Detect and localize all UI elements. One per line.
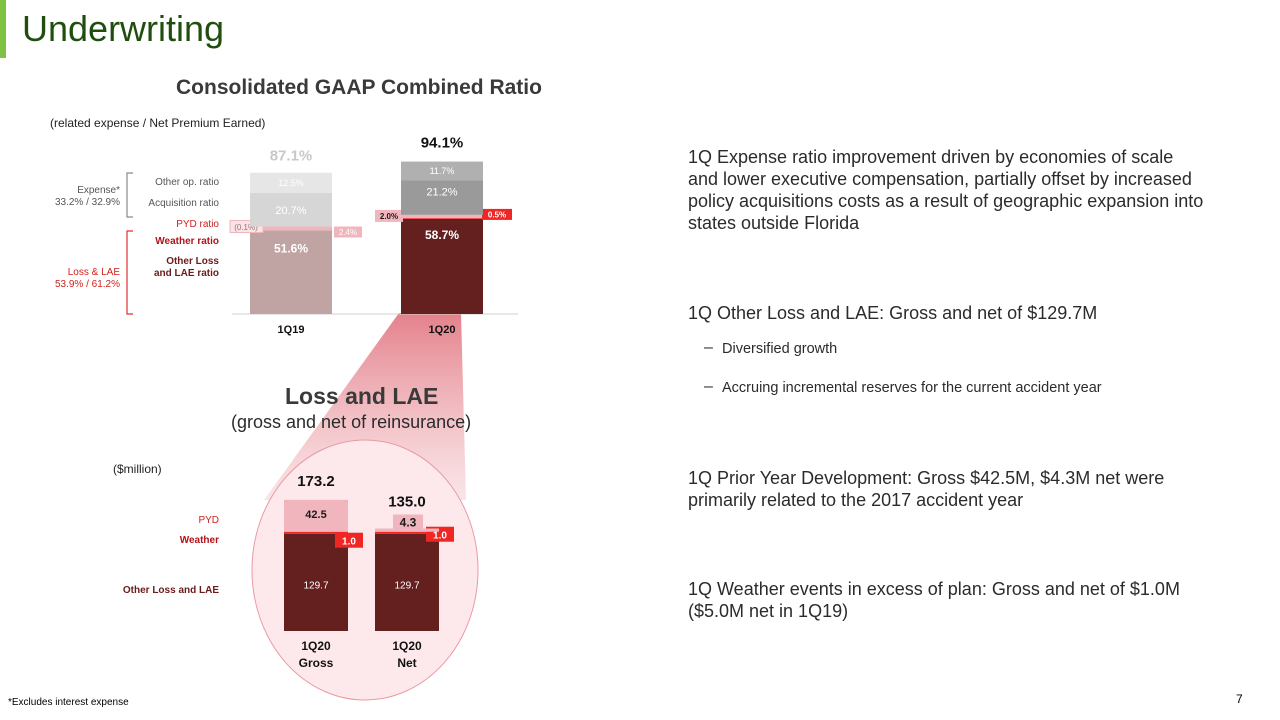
loss-bracket [126,230,133,315]
bar-weather-1 [401,218,483,219]
label-acquisition-1: 21.2% [426,187,457,199]
expense-bracket [126,172,133,218]
loss-group-label: Loss & LAE [67,267,120,278]
page-number: 7 [1236,692,1243,706]
chart1-subtitle: (related expense / Net Premium Earned) [50,116,266,130]
bar2-other-loss-1 [375,533,439,631]
bar2-weather-1 [375,531,439,534]
callout2-pyd-bg-1 [393,514,423,531]
bullet-diversified: Diversified growth [722,341,838,357]
xtick2-0-line1: 1Q20 [301,639,331,653]
bar-other-loss-1 [401,218,483,314]
label-weather-1: 0.5% [488,210,506,219]
label2-total-0: 173.2 [297,473,335,490]
bullet-reserves: Accruing incremental reserves for the cu… [722,380,1102,396]
label-other-loss-1: 58.7% [425,228,459,242]
legend-other-op: Other op. ratio [155,177,219,188]
bullet-other-loss: 1Q Other Loss and LAE: Gross and net of … [688,303,1098,323]
callout-pyd-bg-1 [375,209,403,222]
legend-pyd: PYD ratio [176,219,219,230]
legend-other-loss-2: and LAE ratio [153,268,219,279]
xtick2-1-line1: 1Q20 [392,639,422,653]
legend2-other-loss: Other Loss and LAE [122,585,219,596]
dash-2: – [704,378,713,395]
expense-group-detail: 33.2% / 32.9% [54,197,120,208]
label-other-op-1: 11.7% [430,166,455,176]
xtick2-1-line2: Net [397,656,416,670]
chart2-unit: ($million) [113,462,162,476]
label-acquisition-0: 20.7% [275,205,306,217]
bullet-expense: 1Q Expense ratio improvement driven by e… [688,147,1204,233]
expense-group-label: Expense* [77,185,120,196]
label2-pyd-1: 4.3 [400,516,417,530]
loss-group-detail: 53.9% / 61.2% [54,279,120,290]
legend2-pyd: PYD [198,515,219,526]
label-total-0: 87.1% [270,148,313,165]
label-pyd-0: (0.1%) [234,223,258,232]
bar-acquisition-1 [401,180,483,215]
callout2-weather-bg-0 [335,532,363,548]
label2-other-loss-0: 129.7 [303,581,328,592]
bar-weather-0 [250,226,332,231]
slide-title: Underwriting [22,8,225,49]
chart2-title: Loss and LAE [285,383,439,409]
bullet-pyd: 1Q Prior Year Development: Gross $42.5M,… [688,468,1165,510]
label-pyd-1: 2.0% [380,212,398,221]
bar-acquisition-0 [250,192,332,227]
bar2-weather-0 [284,531,348,534]
label-total-1: 94.1% [421,135,464,152]
bar-other-op-0 [250,172,332,193]
label-other-loss-0: 51.6% [274,241,308,255]
callout-weather-bg-0 [334,226,362,238]
xtick2-0-line2: Gross [299,656,334,670]
xtick-1: 1Q20 [429,324,456,336]
label-weather-0: 2.4% [339,228,357,237]
legend-acquisition: Acquisition ratio [148,198,219,209]
legend-other-loss-1: Other Loss [166,256,219,267]
label2-total-1: 135.0 [388,494,426,511]
bar-other-loss-0 [250,230,332,314]
bar-pyd-1 [401,214,483,219]
xtick-0: 1Q19 [278,324,305,336]
chart1-title: Consolidated GAAP Combined Ratio [176,76,542,99]
label-other-op-0: 12.5% [278,178,304,188]
callout-weather-bg-1 [482,208,512,220]
label2-weather-1: 1.0 [433,531,447,542]
footnote: *Excludes interest expense [8,697,129,708]
group-brackets [126,172,133,315]
chart2-subtitle: (gross and net of reinsurance) [231,412,472,432]
label2-weather-0: 1.0 [342,537,356,548]
bar-other-op-1 [401,161,483,181]
bar2-other-loss-0 [284,533,348,631]
legend2-weather: Weather [179,535,219,546]
accent-bar [0,0,6,58]
bar2-pyd-0 [284,499,348,532]
label2-pyd-0: 42.5 [305,509,326,521]
label2-other-loss-1: 129.7 [394,581,419,592]
bullet-weather: 1Q Weather events in excess of plan: Gro… [688,579,1180,621]
dash-1: – [704,339,713,356]
legend-weather: Weather ratio [155,236,219,247]
